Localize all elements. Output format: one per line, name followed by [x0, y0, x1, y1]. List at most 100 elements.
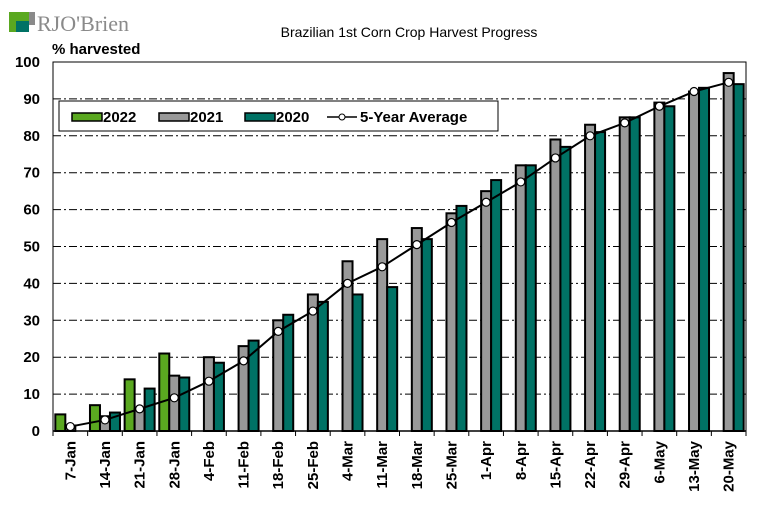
bar-2020 — [594, 131, 607, 433]
x-tick-label: 29-Apr — [617, 441, 634, 489]
legend-label-2022: 2022 — [103, 109, 136, 126]
x-tick-label: 18-Mar — [409, 441, 426, 490]
bar-2020 — [178, 376, 191, 432]
point-5-year-average — [516, 177, 526, 187]
y-tick-label: 100 — [15, 54, 40, 71]
point-5-year-average — [204, 376, 214, 386]
point-5-year-average — [689, 86, 699, 97]
chart-title: Brazilian 1st Corn Crop Harvest Progress — [281, 24, 538, 40]
bar-2020 — [143, 387, 156, 433]
bar-2020 — [351, 293, 364, 432]
point-5-year-average — [377, 262, 387, 272]
point-5-year-average — [135, 404, 145, 414]
x-tick-label: 18-Feb — [270, 441, 287, 489]
x-tick-label: 15-Apr — [547, 441, 564, 489]
legend-swatch-2022 — [71, 112, 103, 122]
y-tick-labels: 0 10 20 30 40 50 60 70 80 90 100 — [15, 54, 40, 440]
x-tick-label: 11-Feb — [236, 441, 253, 489]
bar-2022 — [158, 352, 171, 433]
x-tick-labels: 7-Jan 14-Jan 21-Jan 28-Jan 4-Feb 11-Feb 18-Feb… — [62, 440, 737, 492]
x-tick-label: 14-Jan — [97, 441, 114, 489]
y-tick-label: 70 — [23, 165, 40, 182]
bar-2020 — [628, 116, 641, 432]
bar-2020 — [386, 286, 399, 432]
x-tick-label: 4-Feb — [201, 441, 218, 481]
y-axis-label: % harvested — [52, 41, 140, 58]
point-5-year-average — [412, 240, 422, 250]
bar-2021 — [584, 123, 597, 432]
bar-2021 — [618, 116, 631, 432]
line-5-year-average — [70, 81, 729, 428]
bar-2022 — [88, 404, 101, 433]
bar-2021 — [480, 190, 493, 432]
legend-swatch-2020 — [244, 112, 276, 122]
bar-2021 — [410, 227, 423, 432]
y-tick-label: 20 — [23, 349, 40, 366]
legend-label-5-year-average: 5-Year Average — [360, 109, 467, 126]
bars — [54, 72, 745, 433]
x-tick-label: 6-May — [651, 440, 668, 483]
brand-logo: RJO'Brien — [9, 11, 129, 36]
bar-2020 — [490, 179, 503, 432]
legend-label-2020: 2020 — [276, 109, 309, 126]
bar-2020 — [732, 83, 745, 432]
point-5-year-average — [654, 101, 664, 111]
x-tick-label: 1-Apr — [478, 441, 495, 480]
bar-2021 — [202, 356, 215, 433]
x-tick-label: 4-Mar — [340, 441, 357, 481]
bar-2021 — [445, 212, 458, 432]
bar-2020 — [559, 145, 572, 432]
axes — [52, 61, 747, 436]
bar-2020 — [316, 300, 329, 432]
point-5-year-average — [724, 77, 734, 87]
logo-mark-teal — [16, 21, 29, 32]
y-tick-label: 80 — [23, 128, 40, 145]
y-tick-label: 60 — [23, 202, 40, 219]
bar-2021 — [722, 72, 735, 432]
point-5-year-average — [550, 153, 561, 163]
bar-2020 — [282, 313, 295, 433]
x-tick-label: 21-Jan — [132, 441, 149, 489]
x-tick-label: 25-Feb — [305, 441, 322, 489]
logo-text: RJO'Brien — [37, 11, 129, 36]
bar-2021 — [272, 319, 285, 432]
legend-marker — [338, 113, 346, 121]
bar-2021 — [514, 164, 527, 432]
legend: 2022 2021 2020 5-Year Average — [58, 100, 499, 132]
bar-2020 — [455, 204, 468, 432]
legend-label-2021: 2021 — [190, 109, 223, 126]
point-5-year-average — [446, 217, 457, 228]
x-tick-label: 11-Mar — [374, 441, 391, 489]
x-tick-label: 20-May — [721, 440, 738, 492]
logo-mark-gray — [29, 12, 35, 25]
point-5-year-average — [308, 306, 318, 316]
x-tick-label: 7-Jan — [62, 441, 79, 480]
bar-2021 — [549, 138, 562, 433]
x-tick-label: 8-Apr — [513, 441, 530, 480]
x-tick-label: 25-Mar — [443, 441, 460, 490]
point-5-year-average — [585, 131, 595, 141]
y-tick-label: 10 — [23, 386, 40, 403]
average-line — [65, 77, 734, 432]
x-tick-label: 28-Jan — [166, 441, 183, 489]
point-5-year-average — [238, 356, 249, 366]
y-tick-label: 90 — [23, 91, 40, 108]
point-5-year-average — [169, 393, 179, 403]
bar-2021 — [653, 101, 666, 432]
y-tick-label: 30 — [23, 312, 40, 329]
x-tick-label: 13-May — [686, 440, 703, 492]
legend-swatch-2021 — [158, 112, 190, 122]
bar-2020 — [524, 164, 537, 432]
y-tick-label: 0 — [32, 423, 40, 440]
point-5-year-average — [100, 415, 110, 425]
point-5-year-average — [481, 197, 491, 207]
x-tick-label: 22-Apr — [582, 441, 599, 489]
bar-2022 — [123, 378, 136, 432]
bar-2020 — [663, 105, 676, 432]
bar-2021 — [168, 374, 181, 432]
gridlines — [53, 98, 746, 395]
point-5-year-average — [342, 278, 353, 288]
bar-2020 — [698, 86, 711, 433]
bar-2022 — [54, 413, 67, 432]
